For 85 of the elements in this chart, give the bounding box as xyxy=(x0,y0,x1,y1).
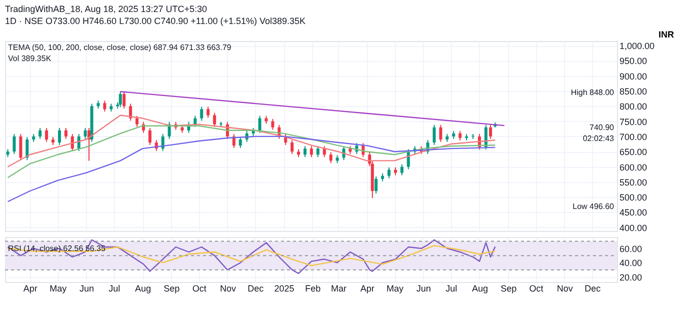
candlestick xyxy=(388,166,390,179)
candlestick xyxy=(19,134,22,161)
x-tick-label: 2025 xyxy=(274,284,294,294)
y-tick-label: 600.00 xyxy=(620,162,648,172)
candlestick xyxy=(103,100,106,112)
candlestick xyxy=(118,91,122,108)
x-tick-label: Apr xyxy=(23,284,38,294)
x-tick-label: Jun xyxy=(416,284,431,294)
y-tick-label: 550.00 xyxy=(620,177,648,188)
x-tick-label: Jun xyxy=(79,284,94,294)
y-tick-label: 850.00 xyxy=(620,86,648,96)
candlestick xyxy=(213,112,216,128)
candlestick xyxy=(374,176,378,194)
y-tick-label: 40.00 xyxy=(620,258,642,268)
x-tick-label: Nov xyxy=(220,284,236,294)
chart-title: TradingWithAB_18, Aug 18, 2025 13:27 UTC+5:30 xyxy=(5,4,208,14)
y-tick-label: 20.00 xyxy=(620,272,642,282)
candlestick xyxy=(161,134,164,152)
candlestick xyxy=(64,127,68,140)
candlestick xyxy=(271,118,274,130)
candlestick xyxy=(45,127,48,142)
candlestick xyxy=(206,106,210,118)
x-tick-label: May xyxy=(50,284,68,294)
candlestick xyxy=(12,134,16,155)
x-tick-label: Sep xyxy=(500,284,517,294)
x-tick-label: Oct xyxy=(192,284,207,294)
annotation: High 848.00 xyxy=(570,88,615,97)
candlestick xyxy=(316,146,320,158)
candlestick xyxy=(38,127,42,140)
candlestick xyxy=(200,106,204,122)
candlestick xyxy=(238,136,242,148)
candlestick xyxy=(129,103,132,122)
x-tick-label: Jul xyxy=(446,284,458,294)
x-tick-label: Oct xyxy=(529,284,544,294)
x-tick-label: Apr xyxy=(360,284,374,294)
candlestick xyxy=(329,152,332,164)
annotation: TEMA (50, 100, 200, close, close, close) 687.94 671.33 663.79 xyxy=(8,43,232,52)
candlestick xyxy=(439,124,442,142)
y-axis-title: INR xyxy=(658,30,675,40)
x-tick-label: Aug xyxy=(135,284,152,294)
y-tick-label: 500.00 xyxy=(620,192,648,203)
x-tick-label: Mar xyxy=(330,284,346,294)
line-series xyxy=(7,125,496,178)
candlestick xyxy=(489,124,492,140)
y-tick-label: 800.00 xyxy=(620,102,648,112)
candlestick xyxy=(458,130,462,141)
candlestick xyxy=(322,146,326,158)
annotation: Low 496.60 xyxy=(572,202,615,211)
candlestick xyxy=(136,115,138,128)
y-tick-label: 950.00 xyxy=(620,56,648,66)
candlestick xyxy=(258,115,262,134)
candlestick xyxy=(432,124,436,146)
y-tick-label: 900.00 xyxy=(620,71,648,82)
candlestick xyxy=(58,127,61,146)
line-series xyxy=(7,114,496,168)
x-tick-label: Aug xyxy=(472,284,488,294)
y-tick-label: 450.00 xyxy=(620,208,648,218)
chart-subtitle: 1D · NSE O733.00 H746.60 L730.00 C740.90 +11.00 (+1.51%) Vol389.35K xyxy=(5,16,306,26)
y-tick-label: 750.00 xyxy=(620,116,648,127)
candlestick xyxy=(310,146,313,158)
candlestick xyxy=(400,164,404,176)
candlestick xyxy=(148,127,152,146)
x-tick-label: Sep xyxy=(164,284,180,294)
candlestick xyxy=(84,127,87,140)
candlestick xyxy=(26,136,29,161)
candlestick xyxy=(304,146,306,158)
line-series xyxy=(7,239,496,274)
y-tick-label: 1,000.00 xyxy=(620,41,655,52)
candlestick xyxy=(290,140,294,155)
x-tick-label: Dec xyxy=(584,284,602,294)
x-tick-label: Nov xyxy=(556,284,574,294)
line-series xyxy=(7,244,496,266)
y-tick-label: 650.00 xyxy=(620,147,648,158)
x-tick-label: Dec xyxy=(248,284,264,294)
x-tick-label: May xyxy=(386,284,404,294)
x-tick-label: Jul xyxy=(108,284,120,294)
y-tick-label: 400.00 xyxy=(620,222,648,233)
candlestick xyxy=(122,91,126,110)
y-tick-label: 700.00 xyxy=(620,132,648,142)
annotation: 740.90 xyxy=(590,123,615,132)
line-series xyxy=(7,136,496,202)
annotation: 02:02:43 xyxy=(582,134,615,143)
y-tick-label: 60.00 xyxy=(620,244,642,254)
annotation: Vol 389.35K xyxy=(8,54,52,63)
x-tick-label: Feb xyxy=(305,284,321,294)
